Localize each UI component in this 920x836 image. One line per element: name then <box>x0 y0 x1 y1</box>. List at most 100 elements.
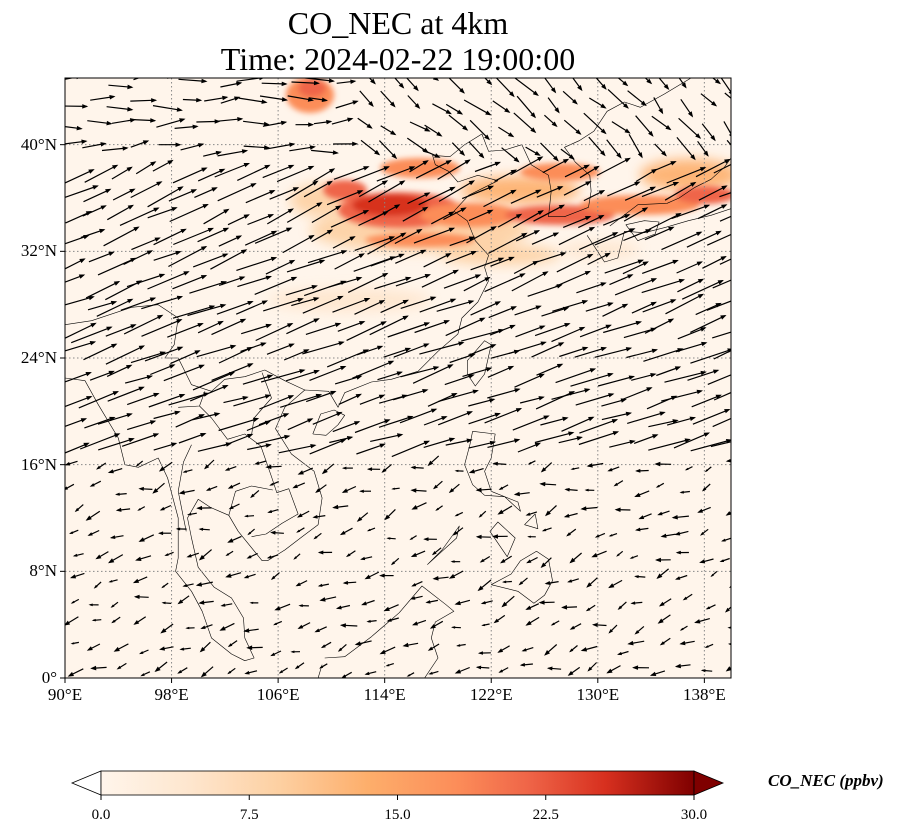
wind-arrow <box>315 484 327 493</box>
wind-arrow <box>282 234 315 254</box>
wind-arrow <box>644 318 675 334</box>
wind-arrow <box>285 285 318 296</box>
wind-arrow <box>332 421 361 433</box>
wind-arrow <box>160 623 174 634</box>
wind-arrow <box>609 274 634 286</box>
wind-arrow <box>432 78 440 81</box>
lat-label: 0° <box>41 668 57 687</box>
wind-arrow <box>227 535 242 543</box>
wind-arrow <box>108 579 118 583</box>
wind-arrow <box>664 181 697 201</box>
wind-arrow <box>198 549 212 561</box>
wind-arrow <box>243 120 270 127</box>
wind-arrow <box>644 226 675 241</box>
wind-arrow <box>419 298 457 313</box>
wind-arrow <box>386 617 399 622</box>
wind-arrow <box>620 387 653 401</box>
wind-arrow <box>254 227 293 244</box>
wind-arrow <box>474 161 501 173</box>
wind-arrow <box>96 298 134 317</box>
wind-arrow <box>321 463 335 475</box>
wind-arrow <box>477 651 491 655</box>
wind-arrow <box>204 95 229 102</box>
wind-arrow <box>380 90 396 108</box>
wind-arrow <box>198 527 210 531</box>
wind-arrow <box>406 672 415 677</box>
wind-arrow <box>498 667 509 673</box>
wind-arrow <box>335 100 359 109</box>
wind-arrow <box>495 78 515 98</box>
wind-arrow <box>546 666 562 671</box>
wind-arrow <box>644 78 653 85</box>
wind-arrow <box>617 78 629 87</box>
wind-arrow <box>617 601 627 610</box>
wind-arrow <box>614 278 658 296</box>
wind-arrow <box>256 434 291 445</box>
wind-arrow <box>147 207 178 219</box>
wind-arrow <box>88 251 115 263</box>
wind-arrow <box>680 98 694 118</box>
wind-arrow <box>725 511 731 516</box>
wind-arrow <box>330 210 370 228</box>
wind-arrow <box>385 663 394 667</box>
wind-arrow <box>657 510 670 516</box>
wind-arrow <box>70 641 80 645</box>
wind-arrow <box>361 599 375 606</box>
wind-arrow <box>311 229 334 243</box>
wind-arrow <box>702 256 727 269</box>
wind-arrow <box>699 558 714 564</box>
map-frame <box>64 77 732 679</box>
wind-arrow <box>85 510 101 521</box>
wind-arrow <box>654 143 667 157</box>
wind-arrow <box>606 665 621 674</box>
wind-arrow <box>508 341 547 355</box>
wind-arrow <box>328 276 363 288</box>
wind-arrow <box>347 272 389 293</box>
wind-arrow <box>379 646 396 655</box>
wind-arrow <box>409 121 431 132</box>
coastline <box>177 444 192 532</box>
wind-arrow <box>158 142 182 147</box>
wind-arrow <box>671 204 711 220</box>
wind-arrow <box>179 647 191 651</box>
wind-arrow <box>608 579 623 589</box>
wind-arrow <box>658 598 672 607</box>
wind-arrow <box>233 394 272 407</box>
wind-arrow <box>342 580 357 585</box>
wind-arrow <box>334 253 365 270</box>
wind-arrow <box>468 344 497 356</box>
wind-arrow <box>409 160 429 173</box>
wind-arrow <box>356 443 386 455</box>
wind-arrow <box>540 142 559 162</box>
wind-arrow <box>168 246 208 268</box>
wind-arrow <box>152 482 165 494</box>
coastlines <box>65 78 731 678</box>
wind-arrow <box>227 214 250 226</box>
wind-arrow <box>415 160 452 179</box>
wind-arrow <box>135 555 152 561</box>
wind-arrow <box>152 105 183 112</box>
wind-arrow <box>258 413 290 426</box>
wind-arrow <box>544 78 557 94</box>
wind-arrow <box>725 606 731 613</box>
wind-arrow <box>297 622 311 629</box>
wind-arrow <box>297 467 314 475</box>
wind-arrow <box>137 506 146 511</box>
wind-arrow <box>659 637 671 646</box>
wind-arrow <box>451 626 461 629</box>
wind-arrow <box>335 604 351 610</box>
wind-arrow <box>383 604 399 612</box>
wind-arrow <box>287 418 314 431</box>
wind-arrow <box>704 643 714 648</box>
wind-arrow <box>719 557 730 563</box>
wind-arrow <box>270 650 282 657</box>
wind-arrow <box>531 232 560 245</box>
wind-arrow <box>567 666 581 676</box>
wind-arrow <box>210 249 248 270</box>
wind-arrow <box>189 385 229 402</box>
wind-arrow <box>270 572 280 580</box>
wind-arrow <box>96 462 107 470</box>
wind-arrow <box>483 189 517 208</box>
wind-arrow <box>238 97 268 104</box>
wind-arrow <box>607 181 641 197</box>
